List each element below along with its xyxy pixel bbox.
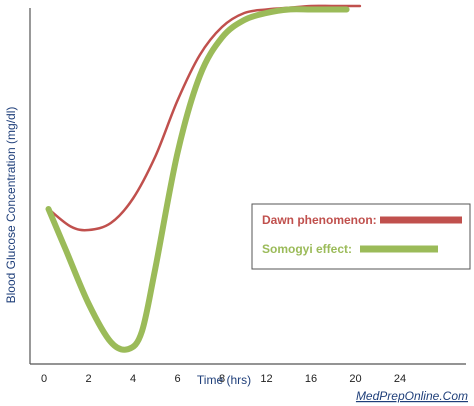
x-tick-label: 4 <box>130 373 136 385</box>
x-tick-label: 16 <box>305 373 317 385</box>
x-tick-label: 24 <box>394 373 406 385</box>
x-axis-label: Time (hrs) <box>197 373 251 387</box>
legend-label-somogyi: Somogyi effect: <box>262 242 352 256</box>
x-tick-label: 12 <box>260 373 272 385</box>
somogyi-effect-line <box>45 6 350 353</box>
x-tick-label: 6 <box>174 373 180 385</box>
watermark: MedPrepOnline.Com <box>356 389 468 403</box>
x-tick-label: 20 <box>349 373 361 385</box>
legend-label-dawn: Dawn phenomenon: <box>262 213 377 227</box>
dawn-phenomenon-line <box>47 4 362 232</box>
legend-box <box>251 203 471 270</box>
y-axis-label: Blood Glucose Concentration (mg/dl) <box>4 107 18 304</box>
x-tick-label: 2 <box>85 373 91 385</box>
x-tick-labels: 0 2 4 6 8 12 16 20 24 <box>41 373 406 385</box>
x-tick-label: 8 <box>219 373 225 385</box>
x-tick-label: 0 <box>41 373 47 385</box>
legend: Dawn phenomenon: Somogyi effect: <box>251 203 471 270</box>
